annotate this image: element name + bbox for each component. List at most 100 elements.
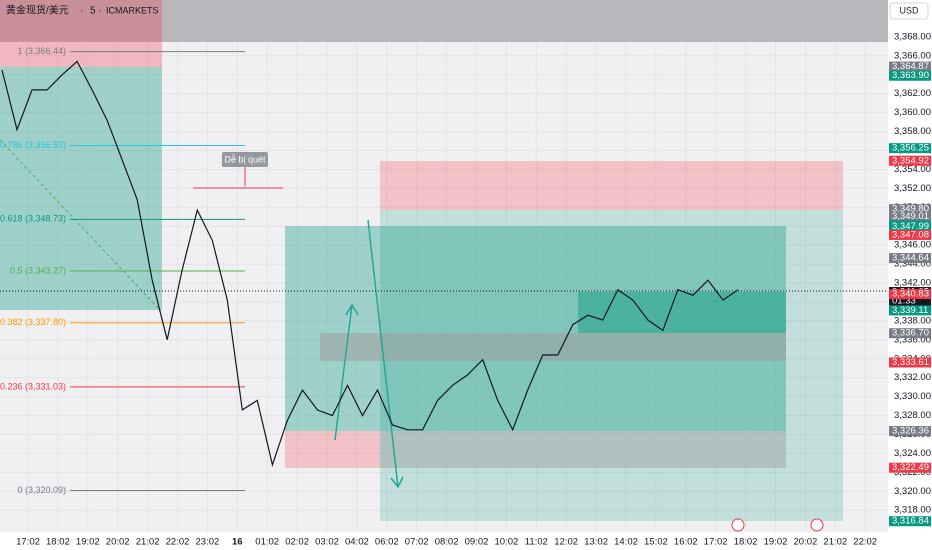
price-tag: [889, 426, 931, 437]
price-tag: [889, 143, 931, 154]
currency-button[interactable]: [889, 2, 929, 20]
y-tick-label: 3,332.00: [894, 372, 931, 383]
price-tag: [889, 221, 931, 232]
stop-zone: [0, 0, 162, 67]
price-tag: [889, 211, 931, 222]
x-tick-label: 06:02: [375, 537, 399, 548]
price-tag-label: 3,356.25: [892, 143, 929, 154]
price-tag-label: 3,339.11: [892, 305, 928, 316]
annotation: Dễ bị quét: [224, 154, 266, 164]
annotation-box: [222, 152, 268, 167]
broker: ICMARKETS: [106, 5, 159, 15]
price-tag: [889, 357, 931, 368]
y-tick-label: 3,366.00: [894, 50, 931, 61]
price-tag-label: 3,326.36: [892, 426, 929, 437]
trend-dash: [0, 139, 161, 311]
price-line: [1, 60, 739, 467]
x-tick-label: 18:02: [734, 537, 758, 548]
price-tag-label: 3,354.92: [892, 155, 929, 166]
x-tick-label: 20:02: [106, 537, 130, 548]
fib: 1 (3,366.44) 0.786 (3,356.53) 0.618 (3,348…: [0, 46, 245, 495]
price-tag: [889, 155, 931, 166]
x-tick-label: 17:02: [16, 537, 40, 548]
price-tag: [889, 462, 931, 473]
y-tick-label: 3,362.00: [894, 88, 931, 99]
price-tag-label: 3,364.87: [892, 61, 929, 72]
sep: ·: [80, 6, 83, 17]
y-tick-label: 3,324.00: [894, 448, 931, 459]
price-tag: [889, 70, 931, 81]
fib-label: 1 (3,366.44): [17, 46, 66, 56]
x-tick-label: 08:02: [435, 537, 459, 548]
x-tick-label: 22:02: [853, 537, 877, 548]
fib-label: 0.786 (3,356.53): [0, 140, 66, 150]
event-icon[interactable]: [731, 518, 745, 532]
fib-label: 0 (3,320.09): [17, 485, 66, 495]
price-axis: [888, 0, 932, 550]
x-tick-label: 15:02: [644, 537, 668, 548]
x-tick-label: 21:02: [136, 537, 160, 548]
target-zone: [285, 226, 786, 431]
sep: ·: [98, 6, 101, 17]
stop-zone: [285, 431, 380, 468]
y-tick-label: 3,360.00: [894, 107, 931, 118]
x-tick-label: 22:02: [166, 537, 190, 548]
x-tick-label: 07:02: [405, 537, 429, 548]
fib-label: 0.618 (3,348.73): [0, 214, 66, 224]
currency[interactable]: USD: [899, 5, 919, 15]
price-tag-label: 3,347.08: [892, 229, 929, 240]
price-tag-label: 3,333.61: [892, 357, 929, 368]
y-tick-label: 3,328.00: [894, 410, 931, 421]
price-tag-label: 3,316.84: [892, 516, 929, 527]
arrow-head: [390, 476, 404, 489]
y-tick-label: 3,330.00: [894, 391, 931, 402]
x-tick-label: 12:02: [554, 537, 578, 548]
x-tick-label: 20:02: [794, 537, 818, 548]
x-tick-label: 04:02: [345, 537, 369, 548]
y-tick-label: 3,338.00: [894, 315, 931, 326]
x-tick-label: 14:02: [614, 537, 638, 548]
price-tag-label: 3,322.49: [892, 462, 929, 473]
y-tick-label: 3,354.00: [894, 164, 931, 175]
x-tick-label: 10:02: [495, 537, 519, 548]
symbol: 黄金现货/美元: [6, 4, 69, 17]
price-tag: [889, 204, 931, 215]
y-tick-label: 3,352.00: [894, 183, 931, 194]
countdown: 01:33: [892, 296, 916, 307]
fib-label: 0.236 (3,331.03): [0, 381, 66, 391]
x-tick-label: 11:02: [525, 537, 548, 548]
x-tick-label: 13:02: [584, 537, 608, 548]
target-zone: [0, 67, 162, 310]
x-tick-label: 17:02: [704, 537, 728, 548]
fib-label: 0.5 (3,343.27): [10, 265, 66, 275]
entry-zone: [380, 431, 786, 468]
y-tick-label: 3,336.00: [894, 334, 931, 345]
x-tick-label: 18:02: [46, 537, 70, 548]
entry-zone: [320, 333, 786, 361]
price-tag-label: 3,363.90: [892, 70, 929, 81]
y-tick-label: 3,346.00: [894, 240, 931, 251]
x-tick-label: 23:02: [196, 537, 220, 548]
series: [1, 60, 739, 467]
time-axis: [0, 532, 888, 550]
target-zone: [380, 210, 843, 521]
price-tag: [889, 229, 931, 240]
x-tick-label: 16:02: [674, 537, 698, 548]
price-tag: [889, 61, 931, 72]
x-tick-label: 16: [232, 537, 243, 548]
y-tick-label: 3,358.00: [894, 126, 931, 137]
price-tag: [889, 328, 931, 339]
event-icon[interactable]: [810, 518, 824, 532]
fib-label: 0.382 (3,337.80): [0, 317, 66, 327]
x-tick-label: 19:02: [76, 537, 100, 548]
x-tick-label: 09:02: [465, 537, 489, 548]
price-tag-label: 3,340.83: [892, 289, 929, 300]
y-tick-label: 3,318.00: [894, 505, 931, 516]
y-tick-label: 3,342.00: [894, 278, 931, 289]
y-tick-label: 3,368.00: [894, 31, 931, 42]
x-tick-label: 21:02: [823, 537, 847, 548]
price-tag-label: 3,347.99: [892, 221, 929, 232]
price-tag: [889, 253, 931, 264]
x-tick-label: 03:02: [315, 537, 339, 548]
